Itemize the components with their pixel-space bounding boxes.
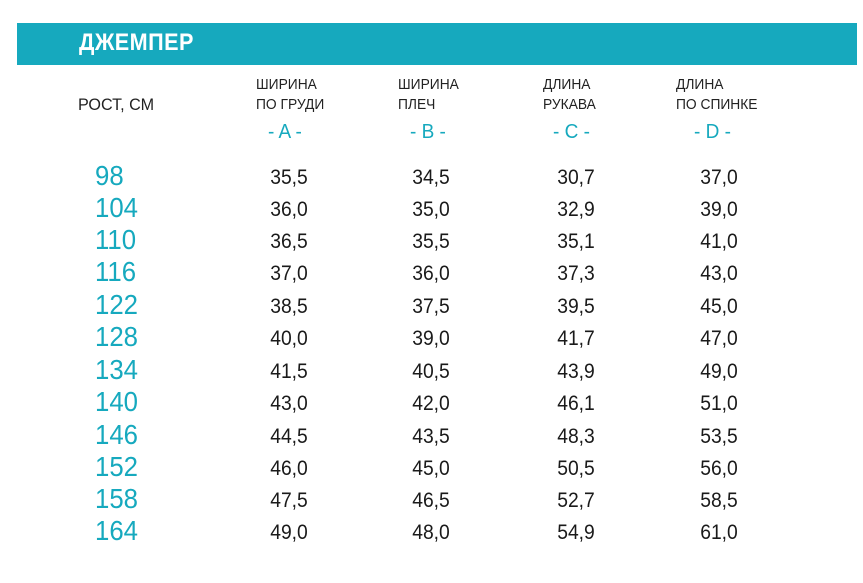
sleeve-length-value: 54,9	[557, 521, 595, 544]
height-value: 98	[95, 160, 124, 191]
height-value: 140	[95, 386, 138, 417]
height-value: 110	[95, 224, 137, 255]
shoulder-width-value: 36,0	[412, 262, 450, 285]
shoulder-width-value: 48,0	[412, 521, 450, 544]
table-row: 98 35,5 34,5 30,7 37,0	[0, 160, 863, 192]
chest-width-value: 35,5	[270, 166, 308, 189]
table-row: 164 49,0 48,0 54,9 61,0	[0, 515, 863, 547]
chest-width-value: 40,0	[270, 327, 308, 350]
column-header-c-line2: РУКАВА	[543, 96, 596, 113]
shoulder-width-value: 40,5	[412, 360, 450, 383]
chest-width-value: 36,5	[270, 230, 308, 253]
height-value: 122	[95, 289, 138, 320]
table-row: 140 43,0 42,0 46,1 51,0	[0, 386, 863, 418]
table-row: 158 47,5 46,5 52,7 58,5	[0, 483, 863, 515]
shoulder-width-value: 34,5	[412, 166, 450, 189]
height-value: 128	[95, 321, 138, 352]
column-header-a-line2: ПО ГРУДИ	[256, 96, 325, 113]
table-row: 146 44,5 43,5 48,3 53,5	[0, 419, 863, 451]
back-length-value: 56,0	[700, 457, 738, 480]
back-length-value: 49,0	[700, 360, 738, 383]
height-value: 146	[95, 419, 138, 450]
sleeve-length-value: 39,5	[557, 295, 595, 318]
sleeve-length-value: 48,3	[557, 425, 595, 448]
back-length-value: 41,0	[700, 230, 738, 253]
sleeve-length-value: 37,3	[557, 262, 595, 285]
chest-width-value: 41,5	[270, 360, 308, 383]
sleeve-length-value: 41,7	[557, 327, 595, 350]
height-value: 104	[95, 192, 138, 223]
chest-width-value: 49,0	[270, 521, 308, 544]
height-value: 158	[95, 483, 138, 514]
column-header-a-line1: ШИРИНА	[256, 76, 317, 93]
back-length-value: 45,0	[700, 295, 738, 318]
height-value: 134	[95, 354, 138, 385]
back-length-value: 58,5	[700, 489, 738, 512]
chest-width-value: 43,0	[270, 392, 308, 415]
height-column-header: РОСТ, СМ	[78, 95, 155, 114]
column-header-b-line1: ШИРИНА	[398, 76, 459, 93]
column-header-a-letter: - A -	[268, 121, 302, 143]
column-header-a: ШИРИНА ПО ГРУДИ - A -	[256, 75, 376, 144]
chest-width-value: 46,0	[270, 457, 308, 480]
column-header-c-line1: ДЛИНА	[543, 76, 591, 93]
shoulder-width-value: 43,5	[412, 425, 450, 448]
chest-width-value: 47,5	[270, 489, 308, 512]
shoulder-width-value: 46,5	[412, 489, 450, 512]
table-row: 134 41,5 40,5 43,9 49,0	[0, 354, 863, 386]
shoulder-width-value: 35,5	[412, 230, 450, 253]
back-length-value: 43,0	[700, 262, 738, 285]
table-row: 110 36,5 35,5 35,1 41,0	[0, 224, 863, 256]
sleeve-length-value: 30,7	[557, 166, 595, 189]
sleeve-length-value: 52,7	[557, 489, 595, 512]
back-length-value: 39,0	[700, 198, 738, 221]
column-header-d-letter: - D -	[694, 121, 731, 143]
sleeve-length-value: 50,5	[557, 457, 595, 480]
column-header-d-line1: ДЛИНА	[676, 76, 724, 93]
title-bar: ДЖЕМПЕР	[17, 23, 857, 65]
height-value: 164	[95, 515, 138, 546]
back-length-value: 53,5	[700, 425, 738, 448]
height-value: 116	[95, 256, 137, 287]
chest-width-value: 37,0	[270, 262, 308, 285]
sleeve-length-value: 35,1	[557, 230, 595, 253]
column-header-b: ШИРИНА ПЛЕЧ - B -	[398, 75, 518, 144]
table-row: 128 40,0 39,0 41,7 47,0	[0, 321, 863, 353]
column-header-d: ДЛИНА ПО СПИНКЕ - D -	[676, 75, 796, 144]
back-length-value: 37,0	[700, 166, 738, 189]
table-row: 104 36,0 35,0 32,9 39,0	[0, 192, 863, 224]
table-row: 152 46,0 45,0 50,5 56,0	[0, 451, 863, 483]
chest-width-value: 44,5	[270, 425, 308, 448]
column-header-d-line2: ПО СПИНКЕ	[676, 96, 758, 113]
sleeve-length-value: 43,9	[557, 360, 595, 383]
chest-width-value: 38,5	[270, 295, 308, 318]
shoulder-width-value: 39,0	[412, 327, 450, 350]
column-header-c: ДЛИНА РУКАВА - C -	[543, 75, 663, 144]
shoulder-width-value: 35,0	[412, 198, 450, 221]
back-length-value: 61,0	[700, 521, 738, 544]
sleeve-length-value: 32,9	[557, 198, 595, 221]
chest-width-value: 36,0	[270, 198, 308, 221]
back-length-value: 47,0	[700, 327, 738, 350]
sleeve-length-value: 46,1	[557, 392, 595, 415]
table-row: 122 38,5 37,5 39,5 45,0	[0, 289, 863, 321]
shoulder-width-value: 37,5	[412, 295, 450, 318]
back-length-value: 51,0	[700, 392, 738, 415]
table-row: 116 37,0 36,0 37,3 43,0	[0, 256, 863, 288]
column-header-b-line2: ПЛЕЧ	[398, 96, 436, 113]
height-value: 152	[95, 451, 138, 482]
shoulder-width-value: 45,0	[412, 457, 450, 480]
column-header-c-letter: - C -	[553, 121, 590, 143]
page-title: ДЖЕМПЕР	[79, 29, 194, 56]
shoulder-width-value: 42,0	[412, 392, 450, 415]
column-header-b-letter: - B -	[410, 121, 446, 143]
